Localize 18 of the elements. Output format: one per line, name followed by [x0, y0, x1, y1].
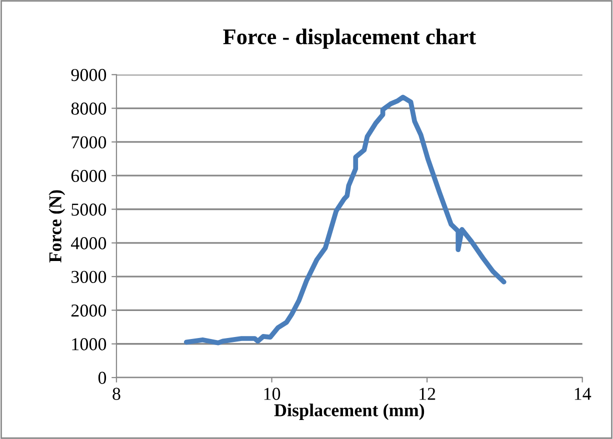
y-axis-title: Force (N): [48, 190, 66, 262]
y-tick-label: 5000: [72, 204, 106, 216]
x-axis-title: Displacement (mm): [274, 404, 424, 420]
y-tick-label: 0: [98, 372, 106, 384]
y-tick-label: 3000: [72, 270, 106, 284]
y-tick-label: 2000: [71, 304, 106, 317]
y-tick-label: 7000: [72, 136, 106, 148]
y-tick-label: 1000: [72, 338, 106, 350]
x-tick-label: 14: [574, 388, 592, 400]
line-series: [184, 94, 506, 346]
y-tick-label: 4000: [70, 237, 106, 250]
x-tick-label: 10: [264, 388, 280, 400]
y-tick-label: 6000: [71, 170, 106, 182]
x-tick-label: 8: [112, 388, 120, 400]
y-tick-label: 8000: [71, 102, 106, 115]
y-tick-label: 9000: [71, 68, 106, 82]
chart-title: Force - displacement chart: [223, 28, 476, 49]
x-tick-label: 12: [420, 388, 436, 400]
